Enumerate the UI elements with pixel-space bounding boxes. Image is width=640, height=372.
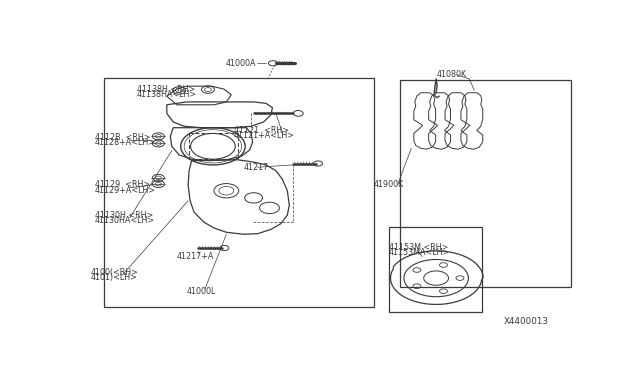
Text: 41900K: 41900K (374, 180, 404, 189)
Text: 41130HA<LH>: 41130HA<LH> (95, 216, 155, 225)
Text: 41129+A<LH>: 41129+A<LH> (95, 186, 156, 195)
Text: 41130H <RH>: 41130H <RH> (95, 211, 153, 219)
Text: 4100(<RH>: 4100(<RH> (91, 268, 139, 277)
Text: X4400013: X4400013 (504, 317, 549, 326)
Text: 4112B  <RH>: 4112B <RH> (95, 133, 150, 142)
Text: 41080K: 41080K (437, 70, 467, 79)
Text: 41153M <RH>: 41153M <RH> (389, 243, 449, 252)
Text: 41000A: 41000A (225, 59, 256, 68)
Text: 41121  <RH>: 41121 <RH> (234, 126, 289, 135)
Text: 41217: 41217 (244, 163, 269, 172)
Text: 41000L: 41000L (187, 287, 216, 296)
Bar (388, 227, 482, 312)
Text: 41217+A: 41217+A (177, 252, 214, 261)
Text: 41129  <RH>: 41129 <RH> (95, 180, 150, 189)
Text: 41138HA<LH>: 41138HA<LH> (137, 90, 197, 99)
Text: 4101)<LH>: 4101)<LH> (91, 273, 138, 282)
Bar (400, 80, 571, 287)
Text: 41138H <RH>: 41138H <RH> (137, 84, 195, 93)
Text: 41121+A<LH>: 41121+A<LH> (234, 131, 295, 140)
Text: 41153MA<LH>: 41153MA<LH> (389, 248, 451, 257)
Bar (104, 78, 374, 307)
Text: 41128+A<LH>: 41128+A<LH> (95, 138, 156, 147)
